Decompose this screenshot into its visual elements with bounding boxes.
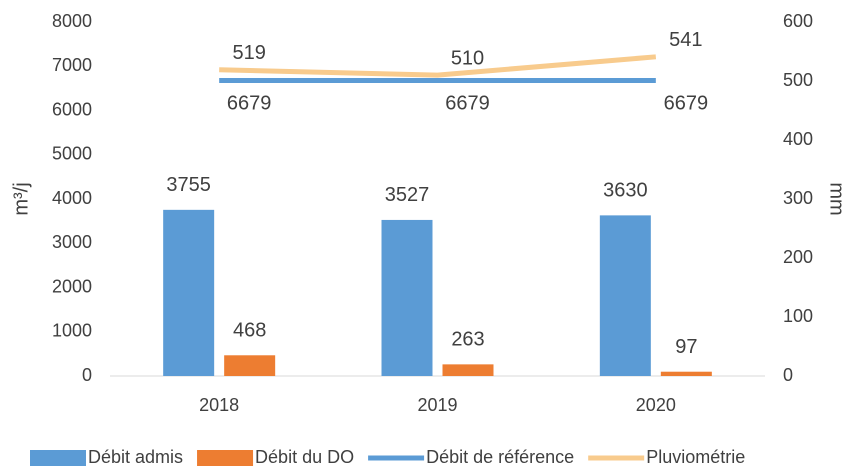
x-tick-label: 2020 <box>636 395 676 415</box>
y2-axis-label: mm <box>826 182 848 215</box>
data-label: 468 <box>233 320 266 342</box>
line <box>219 54 657 78</box>
legend-label: Débit admis <box>88 447 183 467</box>
legend-label: Pluviométrie <box>646 447 745 467</box>
x-tick-label: 2019 <box>417 395 457 415</box>
x-tick-label: 2018 <box>199 395 239 415</box>
y2-tick-label: 200 <box>783 247 813 267</box>
y2-tick-label: 400 <box>783 129 813 149</box>
y-tick-label: 5000 <box>52 144 92 164</box>
legend-swatch <box>30 450 86 466</box>
y-axis-label: m³/j <box>10 182 32 215</box>
legend-label: Débit de référence <box>426 447 574 467</box>
legend-swatch <box>197 450 254 466</box>
y2-tick-label: 100 <box>783 306 813 326</box>
data-label: 6679 <box>664 93 709 115</box>
data-label: 519 <box>232 42 265 64</box>
y-tick-label: 1000 <box>52 321 92 341</box>
data-label: 263 <box>451 329 484 351</box>
y-tick-label: 2000 <box>52 276 92 296</box>
y-tick-label: 8000 <box>52 11 92 31</box>
y2-tick-label: 300 <box>783 188 813 208</box>
y-tick-label: 0 <box>82 365 92 385</box>
y2-tick-label: 500 <box>783 70 813 90</box>
data-label: 6679 <box>445 93 490 115</box>
bar <box>442 364 494 376</box>
data-label: 97 <box>675 336 697 358</box>
data-label: 541 <box>669 29 702 51</box>
bar <box>660 371 712 376</box>
y-tick-label: 7000 <box>52 55 92 75</box>
data-label: 6679 <box>227 93 272 115</box>
data-label: 510 <box>451 47 484 69</box>
y2-tick-label: 0 <box>783 365 793 385</box>
bar <box>163 209 215 376</box>
bar <box>224 355 276 376</box>
y2-tick-label: 600 <box>783 11 813 31</box>
data-label: 3630 <box>603 180 648 202</box>
legend-label: Débit du DO <box>255 447 354 467</box>
y-tick-label: 3000 <box>52 232 92 252</box>
data-label: 3527 <box>385 184 430 206</box>
data-label: 3755 <box>166 174 211 196</box>
bar <box>381 219 433 376</box>
y-tick-label: 6000 <box>52 99 92 119</box>
y-tick-label: 4000 <box>52 188 92 208</box>
bar <box>599 215 651 376</box>
